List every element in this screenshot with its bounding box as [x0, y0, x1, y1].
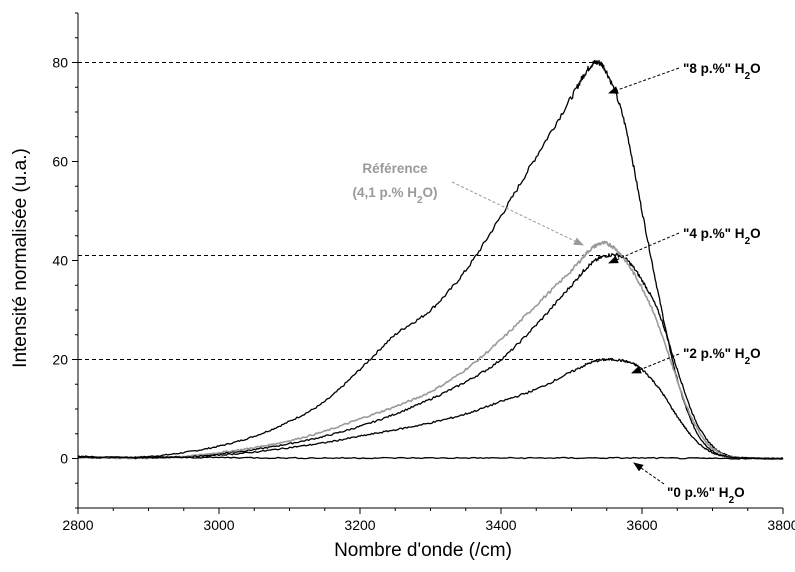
y-tick-label: 20 — [52, 352, 68, 368]
y-tick-label: 80 — [52, 55, 68, 71]
label-0-percent: "0 p.%" H2O — [667, 485, 745, 506]
y-tick-label: 0 — [60, 451, 68, 467]
label-2-percent: "2 p.%" H2O — [683, 346, 761, 367]
series-line — [77, 252, 784, 460]
axes — [77, 13, 783, 509]
x-tick-label: 2800 — [62, 517, 93, 533]
arrow-2-percent — [631, 353, 680, 374]
arrow-reference — [451, 181, 584, 246]
label-4-percent: "4 p.%" H2O — [683, 226, 761, 247]
y-tick-label: 60 — [52, 154, 68, 170]
x-tick-label: 3200 — [344, 517, 375, 533]
series-line — [77, 59, 784, 460]
x-tick-label: 3400 — [485, 517, 516, 533]
arrow-0-percent — [633, 462, 665, 485]
series-curves — [77, 59, 784, 460]
arrow-4-percent — [608, 232, 680, 264]
series-line — [77, 357, 784, 460]
y-axis-title: Intensité normalisée (u.a.) — [10, 148, 31, 368]
series-line — [77, 240, 784, 460]
x-tick-label: 3000 — [203, 517, 234, 533]
label-8-percent: "8 p.%" H2O — [683, 61, 761, 82]
label-reference-line1: Référence — [362, 161, 428, 176]
x-tick-label: 3800 — [767, 517, 795, 533]
x-axis-title: Nombre d'onde (/cm) — [334, 540, 512, 561]
ticks: 2800 3000 3200 3400 3600 3800 0 20 40 60 80 — [52, 12, 795, 533]
label-reference-line2: (4,1 p.% H2O) — [352, 185, 437, 206]
y-tick-label: 40 — [52, 253, 68, 269]
series-line — [77, 455, 784, 460]
x-tick-label: 3600 — [626, 517, 657, 533]
reference-lines — [78, 62, 611, 360]
arrow-8-percent — [608, 67, 680, 94]
